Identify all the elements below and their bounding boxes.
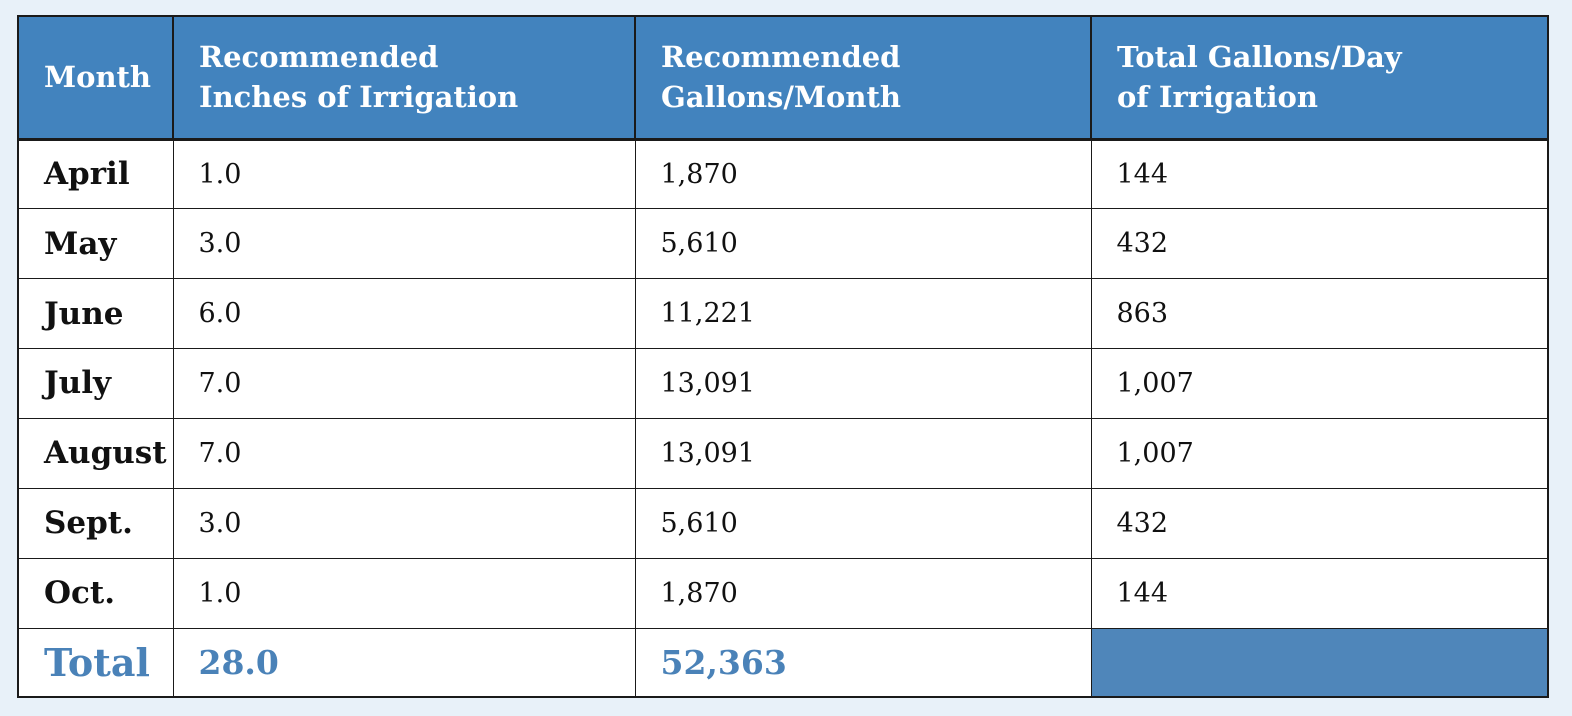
cell-month: June [17,278,174,350]
cell-inches: 7.0 [172,348,636,419]
cell-gallons-day: 432 [1090,487,1549,559]
cell-gallons-month: 13,091 [634,417,1092,489]
cell-inches: 6.0 [172,278,636,350]
total-row: Total 28.0 52,363 [17,627,1549,698]
cell-gallons-day: 144 [1090,557,1549,629]
cell-gallons-month: 5,610 [634,487,1092,559]
cell-gallons-day: 144 [1090,138,1549,210]
table-row: Sept. 3.0 5,610 432 [17,487,1549,559]
cell-inches: 1.0 [172,138,636,210]
header-month: Month [17,16,174,141]
cell-gallons-month: 13,091 [634,348,1092,419]
table-row: Oct. 1.0 1,870 144 [17,557,1549,629]
cell-inches: 1.0 [172,557,636,629]
header-month-label: Month [44,60,152,95]
cell-month: Sept. [17,487,174,559]
table-row: May 3.0 5,610 432 [17,208,1549,280]
cell-gallons-day: 863 [1090,278,1549,350]
cell-inches: 7.0 [172,417,636,489]
cell-gallons-month: 1,870 [634,557,1092,629]
total-gallons-day-fill [1090,627,1549,698]
cell-gallons-month: 5,610 [634,208,1092,280]
header-inches: Recommended Inches of Irrigation [172,16,636,141]
total-inches: 28.0 [172,627,636,698]
cell-month: April [17,138,174,210]
header-gallons-day-line2: of Irrigation [1117,80,1318,115]
cell-gallons-day: 1,007 [1090,417,1549,489]
table-row: April 1.0 1,870 144 [17,138,1549,210]
header-gallons-day-line1: Total Gallons/Day [1117,40,1402,75]
cell-inches: 3.0 [172,487,636,559]
total-gallons-month: 52,363 [634,627,1092,698]
table-row: June 6.0 11,221 863 [17,278,1549,350]
table-row: July 7.0 13,091 1,007 [17,348,1549,419]
header-gallons-month: Recommended Gallons/Month [634,16,1092,141]
header-row: Month Recommended Inches of Irrigation R… [17,16,1549,141]
cell-gallons-month: 1,870 [634,138,1092,210]
header-gallons-month-line1: Recommended [661,40,901,75]
header-gallons-month-line2: Gallons/Month [661,80,901,115]
irrigation-table: Month Recommended Inches of Irrigation R… [17,15,1549,698]
cell-gallons-day: 1,007 [1090,348,1549,419]
header-gallons-day: Total Gallons/Day of Irrigation [1090,16,1549,141]
header-inches-line2: Inches of Irrigation [199,80,519,115]
table-row: August 7.0 13,091 1,007 [17,417,1549,489]
cell-month: August [17,417,174,489]
header-inches-line1: Recommended [199,40,439,75]
cell-month: Oct. [17,557,174,629]
cell-month: May [17,208,174,280]
cell-gallons-day: 432 [1090,208,1549,280]
cell-gallons-month: 11,221 [634,278,1092,350]
cell-month: July [17,348,174,419]
cell-inches: 3.0 [172,208,636,280]
total-label: Total [17,627,174,698]
